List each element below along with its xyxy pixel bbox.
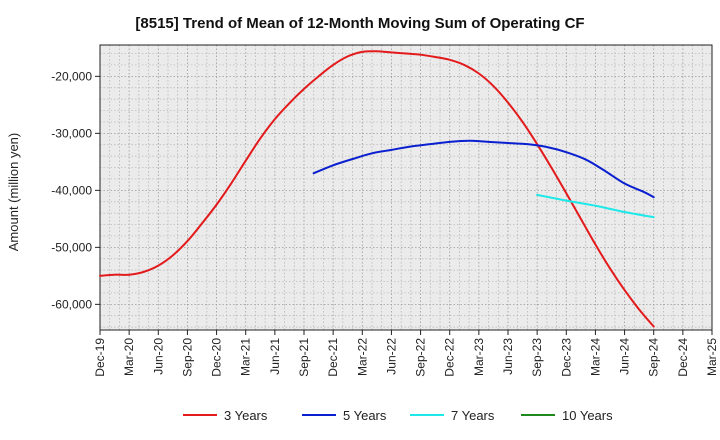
plot-border [99,44,713,331]
plot-frame [99,44,713,331]
x-tick-label: Dec-21 [326,338,340,377]
x-tick-label: Dec-23 [559,338,573,377]
x-tick-label: Sep-20 [180,338,194,377]
y-tick-label: -50,000 [51,240,92,254]
legend-item-5-years[interactable]: 5 Years [302,408,387,423]
series-layer [99,50,655,328]
x-tick-label: Jun-22 [384,338,398,375]
x-tick-label: Jun-20 [151,338,165,375]
legend-item-3-years[interactable]: 3 Years [183,408,268,423]
legend-label-7-years: 7 Years [451,408,495,423]
grid-layer [99,45,713,330]
plot-background [100,45,712,330]
x-tick-label: Sep-23 [530,338,544,377]
x-tick-label: Sep-21 [297,338,311,377]
x-tick-label: Mar-24 [588,338,602,376]
series-line-3-years [99,50,655,328]
y-axis-label: Amount (million yen) [6,133,21,252]
series-line-5-years [312,139,655,199]
legend-item-10-years[interactable]: 10 Years [521,408,613,423]
legend-label-5-years: 5 Years [343,408,387,423]
y-axis-ticks: -60,000 -50,000 -40,000 -30,000 -20,000 [51,69,100,311]
x-tick-label: Sep-22 [414,338,428,377]
x-tick-label: Mar-23 [472,338,486,376]
legend-label-10-years: 10 Years [562,408,613,423]
x-tick-label: Jun-23 [501,338,515,375]
x-tick-label: Dec-24 [676,338,690,377]
x-tick-label: Jun-24 [618,338,632,375]
x-tick-label: Mar-21 [239,338,253,376]
y-tick-label: -40,000 [51,183,92,197]
series-line-7-years [536,193,655,219]
x-tick-label: Mar-25 [705,338,719,376]
legend-label-3-years: 3 Years [224,408,268,423]
x-tick-label: Dec-22 [443,338,457,377]
x-axis-ticks: Dec-19 Mar-20 Jun-20 Sep-20 Dec-20 Mar-21 Jun-… [93,330,719,377]
x-tick-label: Dec-20 [210,338,224,377]
x-tick-label: Mar-22 [355,338,369,376]
x-tick-label: Dec-19 [93,338,107,377]
y-tick-label: -30,000 [51,126,92,140]
y-tick-label: -60,000 [51,297,92,311]
x-tick-label: Mar-20 [122,338,136,376]
y-tick-label: -20,000 [51,69,92,83]
legend[interactable]: 3 Years 5 Years 7 Years 10 Years [183,408,613,423]
x-tick-label: Jun-21 [268,338,282,375]
legend-item-7-years[interactable]: 7 Years [410,408,495,423]
chart-title: [8515] Trend of Mean of 12-Month Moving … [135,15,584,32]
x-tick-label: Sep-24 [647,338,661,377]
